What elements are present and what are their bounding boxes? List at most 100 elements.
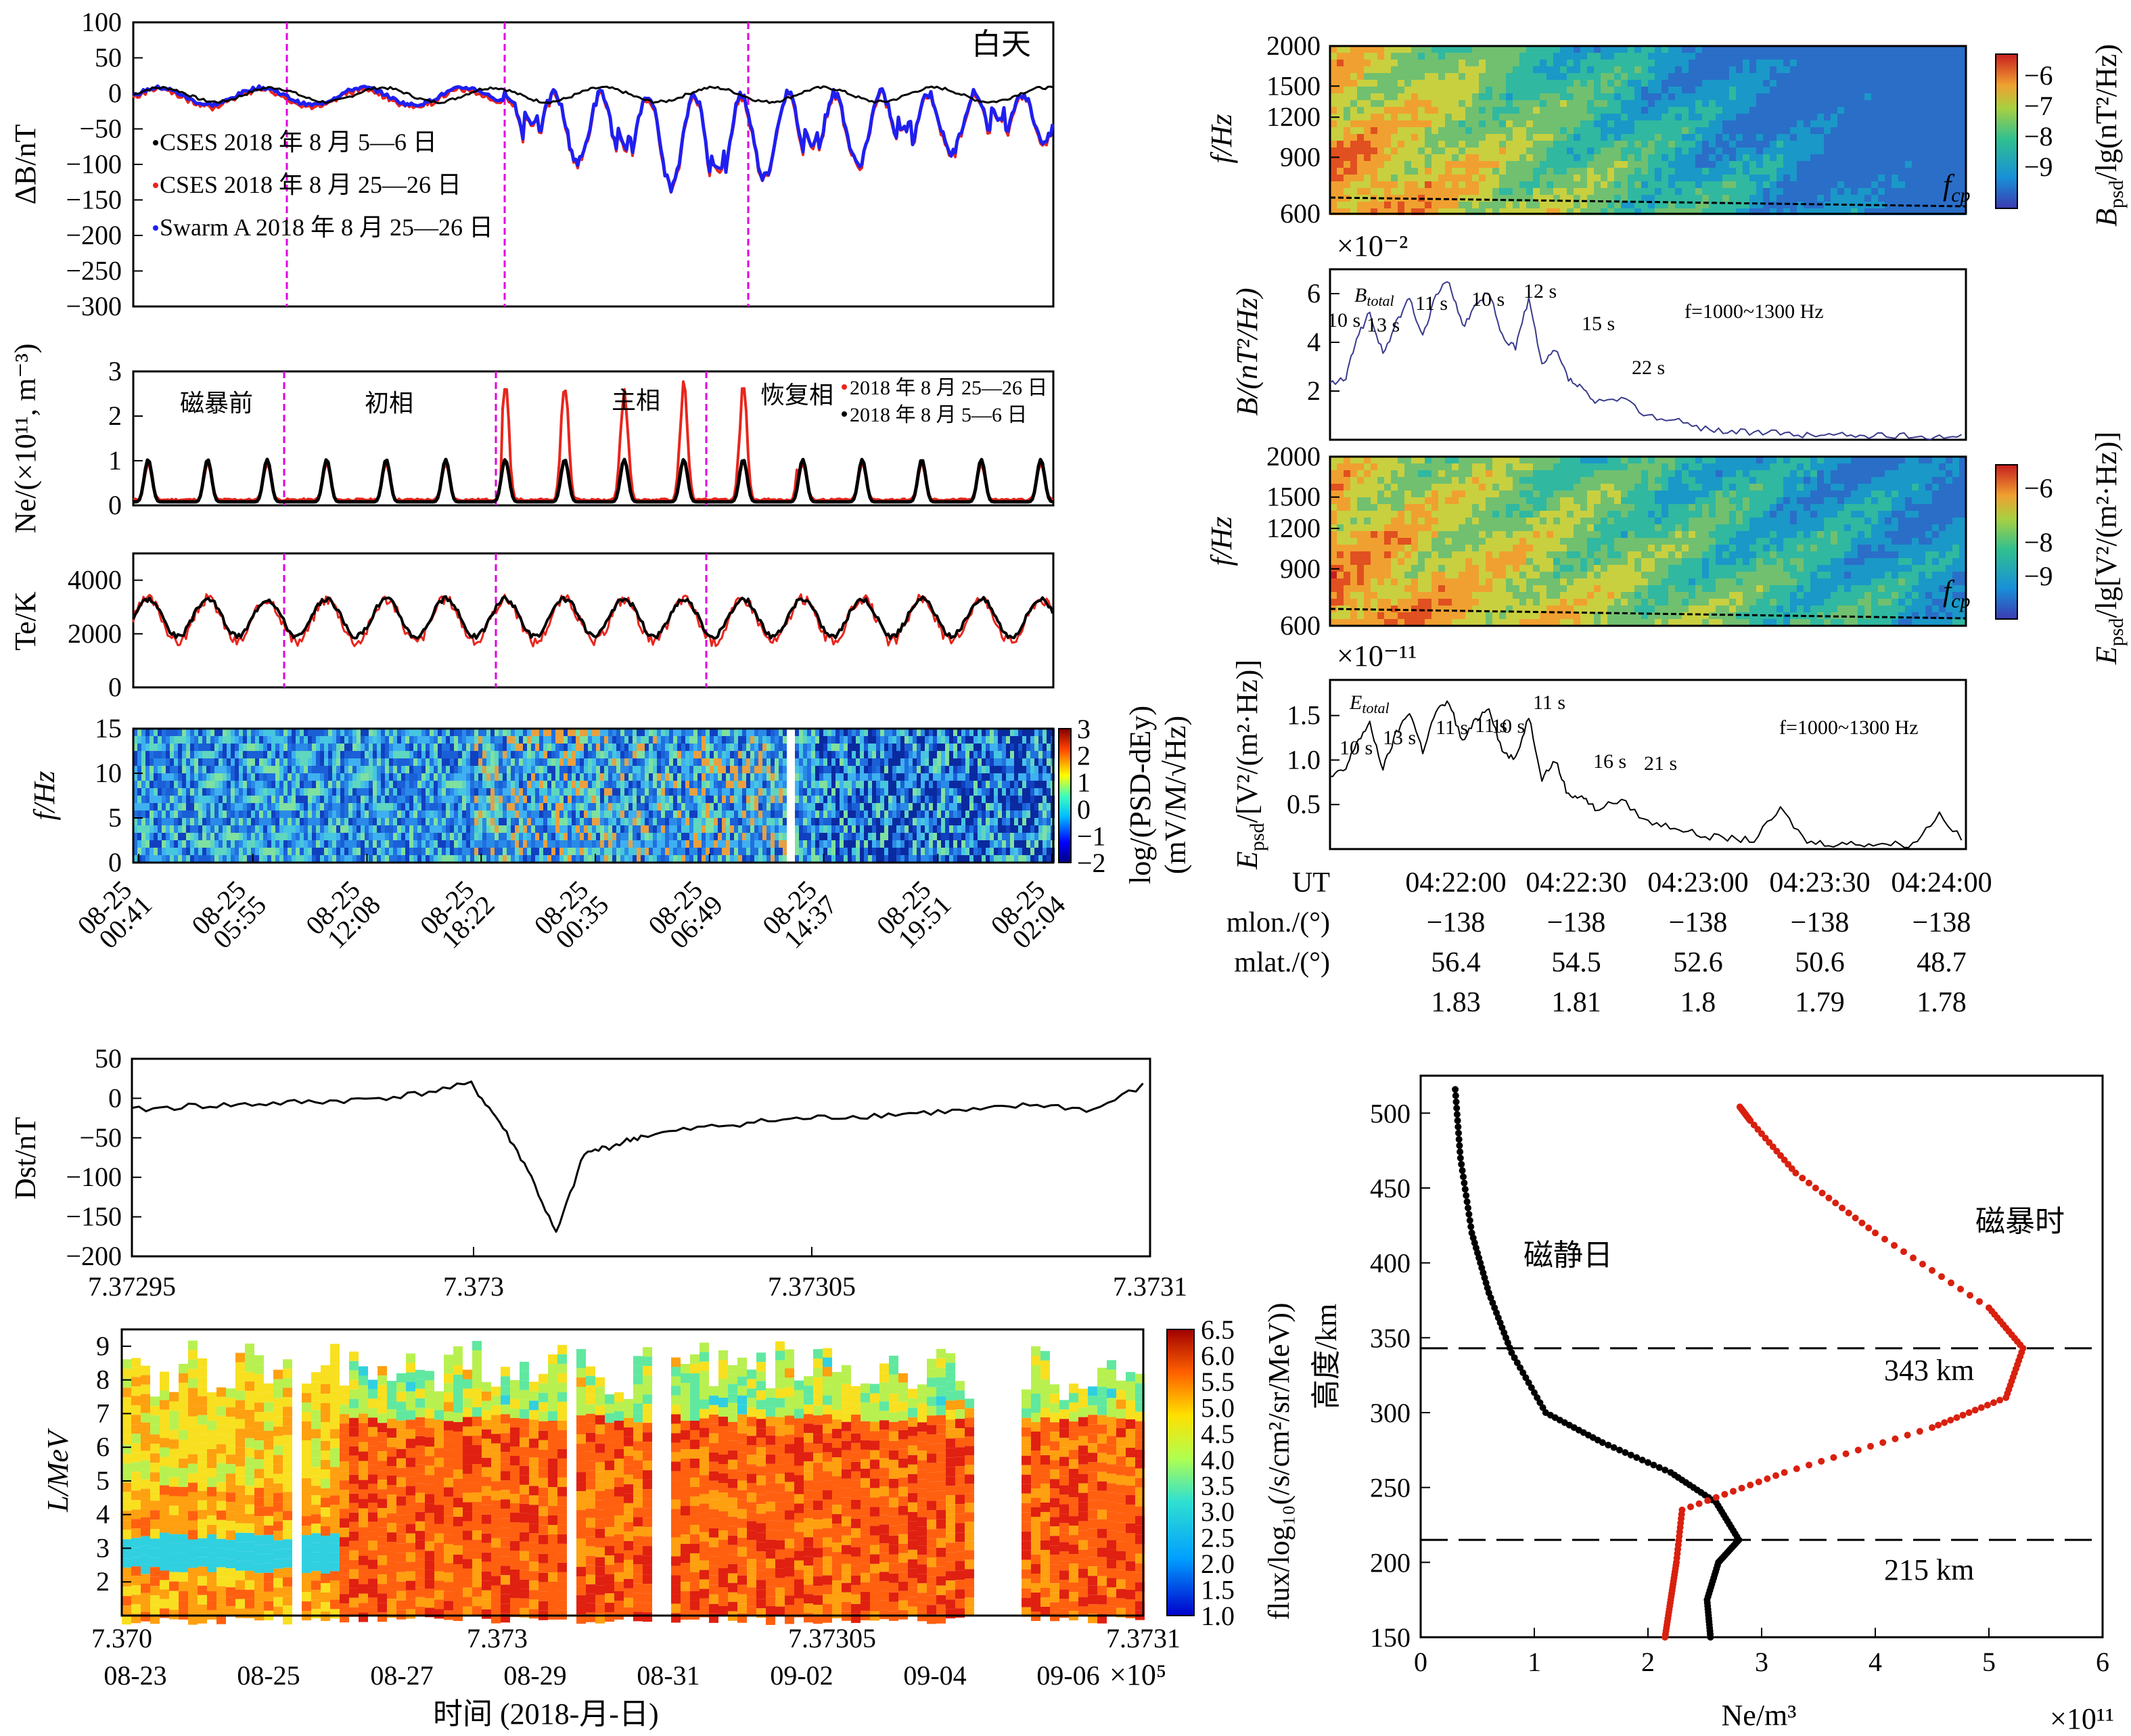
heat-cell — [442, 810, 446, 818]
heat-cell — [267, 848, 271, 855]
heat-cell — [779, 788, 783, 796]
heat-cell — [1377, 127, 1384, 134]
heat-cell — [352, 758, 357, 766]
heat-cell — [1492, 93, 1499, 100]
heat-cell — [1459, 53, 1465, 60]
heat-cell — [482, 751, 486, 758]
heat-cell — [357, 833, 361, 840]
heat-cell — [466, 744, 470, 751]
heat-cell — [673, 796, 677, 803]
heat-cell — [219, 855, 223, 863]
heat-cell — [137, 848, 141, 855]
heat-cell — [1398, 87, 1404, 93]
heat-cell — [365, 744, 369, 751]
heat-cell — [657, 825, 661, 833]
heat-cell — [535, 751, 539, 758]
heat-cell — [710, 825, 714, 833]
heat-cell — [490, 810, 495, 818]
heat-cell — [271, 810, 275, 818]
heat-cell — [1391, 100, 1398, 107]
heat-cell — [641, 833, 645, 840]
heat-cell — [401, 848, 405, 855]
heat-cell — [978, 810, 982, 818]
heat-cell — [771, 818, 775, 825]
heat-cell — [543, 773, 547, 781]
heat-cell — [779, 833, 783, 840]
heat-cell — [1445, 100, 1452, 107]
heat-cell — [1431, 46, 1438, 53]
heat-cell — [361, 855, 365, 863]
heat-cell — [576, 810, 580, 818]
heat-cell — [141, 848, 145, 855]
heat-cell — [685, 796, 689, 803]
heat-cell — [762, 751, 766, 758]
heat-cell — [856, 810, 860, 818]
heat-cell — [973, 788, 978, 796]
heat-cell — [1330, 141, 1337, 147]
heat-cell — [507, 744, 511, 751]
heat-cell — [283, 751, 288, 758]
heat-cell — [1006, 803, 1010, 810]
heat-cell — [1391, 154, 1398, 161]
heat-cell — [766, 766, 771, 773]
heat-cell — [714, 736, 718, 744]
heat-cell — [1513, 107, 1519, 114]
heat-cell — [361, 773, 365, 781]
heat-cell — [182, 796, 186, 803]
heat-cell — [1459, 46, 1465, 53]
heat-cell — [1445, 60, 1452, 66]
heat-cell — [389, 803, 393, 810]
heat-cell — [1513, 161, 1519, 168]
heat-cell — [478, 744, 482, 751]
heat-cell — [336, 781, 340, 788]
heat-cell — [819, 796, 823, 803]
heat-cell — [592, 848, 596, 855]
heat-cell — [361, 766, 365, 773]
heat-cell — [1377, 60, 1384, 66]
heat-cell — [523, 788, 527, 796]
heat-cell — [1411, 93, 1418, 100]
heat-cell — [848, 751, 852, 758]
heat-cell — [1026, 796, 1030, 803]
heat-cell — [352, 803, 357, 810]
heat-cell — [645, 833, 649, 840]
heat-cell — [653, 736, 657, 744]
heat-cell — [941, 781, 945, 788]
heat-cell — [389, 744, 393, 751]
heat-cell — [803, 788, 807, 796]
heat-cell — [559, 758, 564, 766]
heat-cell — [604, 751, 608, 758]
heat-cell — [555, 818, 559, 825]
heat-cell — [831, 766, 835, 773]
heat-cell — [527, 825, 531, 833]
heat-cell — [620, 818, 624, 825]
ne-ylabel: Ne/(×10¹¹, m⁻³) — [9, 344, 42, 534]
heat-cell — [486, 848, 490, 855]
heat-cell — [434, 855, 438, 863]
heat-cell — [271, 751, 275, 758]
heat-cell — [835, 848, 840, 855]
heat-cell — [1418, 73, 1425, 80]
heat-cell — [462, 758, 466, 766]
heat-cell — [904, 796, 909, 803]
heat-cell — [941, 840, 945, 848]
heat-cell — [259, 803, 263, 810]
heat-cell — [754, 840, 758, 848]
heat-cell — [982, 729, 986, 736]
heat-cell — [458, 796, 462, 803]
heat-cell — [259, 758, 263, 766]
heat-cell — [848, 744, 852, 751]
heat-cell — [766, 796, 771, 803]
heat-cell — [831, 825, 835, 833]
heat-cell — [909, 825, 913, 833]
heat-cell — [568, 840, 572, 848]
heat-cell — [1002, 848, 1006, 855]
heat-cell — [1371, 87, 1377, 93]
heat-cell — [1425, 127, 1431, 134]
heat-cell — [1425, 87, 1431, 93]
heat-cell — [1384, 66, 1391, 73]
heat-cell — [1042, 825, 1047, 833]
heat-cell — [227, 825, 231, 833]
heat-cell — [872, 833, 876, 840]
